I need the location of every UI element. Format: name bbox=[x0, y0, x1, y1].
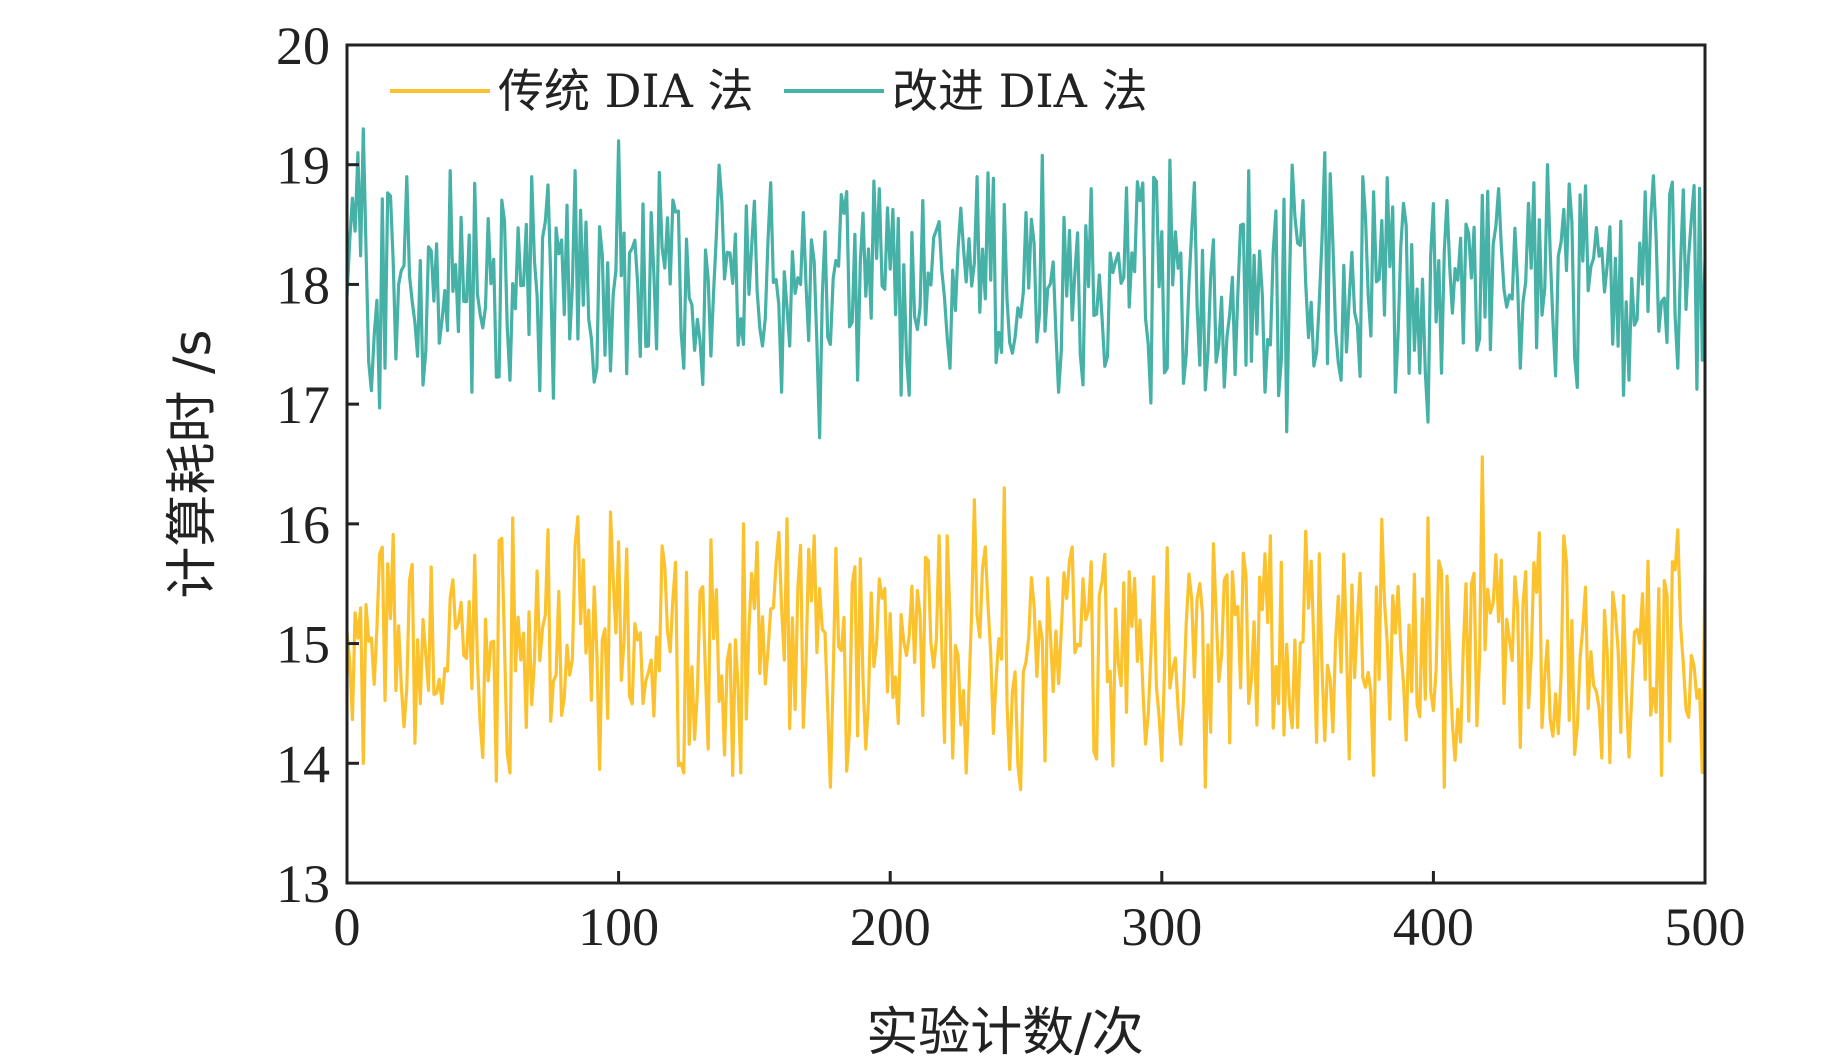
legend: 传统 DIA 法 改进 DIA 法 bbox=[390, 64, 1148, 118]
y-tick-label: 19 bbox=[276, 136, 330, 196]
series-line-improved bbox=[345, 127, 1707, 440]
series-layer bbox=[345, 127, 1707, 792]
x-tick-label: 100 bbox=[578, 897, 659, 957]
y-tick-label: 13 bbox=[276, 854, 330, 914]
legend-label-improved: 改进 DIA 法 bbox=[892, 64, 1148, 118]
y-axis-title: 计算耗时 /s bbox=[163, 329, 223, 598]
y-tick-label: 16 bbox=[276, 495, 330, 555]
y-tick-label: 17 bbox=[276, 375, 330, 435]
x-tick-label: 500 bbox=[1665, 897, 1746, 957]
ticks-layer: 0 100 200 300 400 500 13 14 15 16 17 18 19 20 bbox=[276, 16, 1746, 957]
y-tick-label: 18 bbox=[276, 255, 330, 315]
x-tick-label: 300 bbox=[1121, 897, 1202, 957]
legend-label-traditional: 传统 DIA 法 bbox=[498, 64, 754, 118]
x-tick-label: 0 bbox=[334, 897, 361, 957]
y-tick-label: 15 bbox=[276, 615, 330, 675]
y-tick-label: 20 bbox=[276, 16, 330, 76]
plot-frame bbox=[345, 43, 1707, 885]
x-axis-title: 实验计数/次 bbox=[866, 1003, 1144, 1063]
series-line-traditional bbox=[345, 455, 1707, 792]
x-tick-label: 200 bbox=[850, 897, 931, 957]
y-tick-label: 14 bbox=[276, 734, 330, 794]
x-tick-label: 400 bbox=[1393, 897, 1474, 957]
